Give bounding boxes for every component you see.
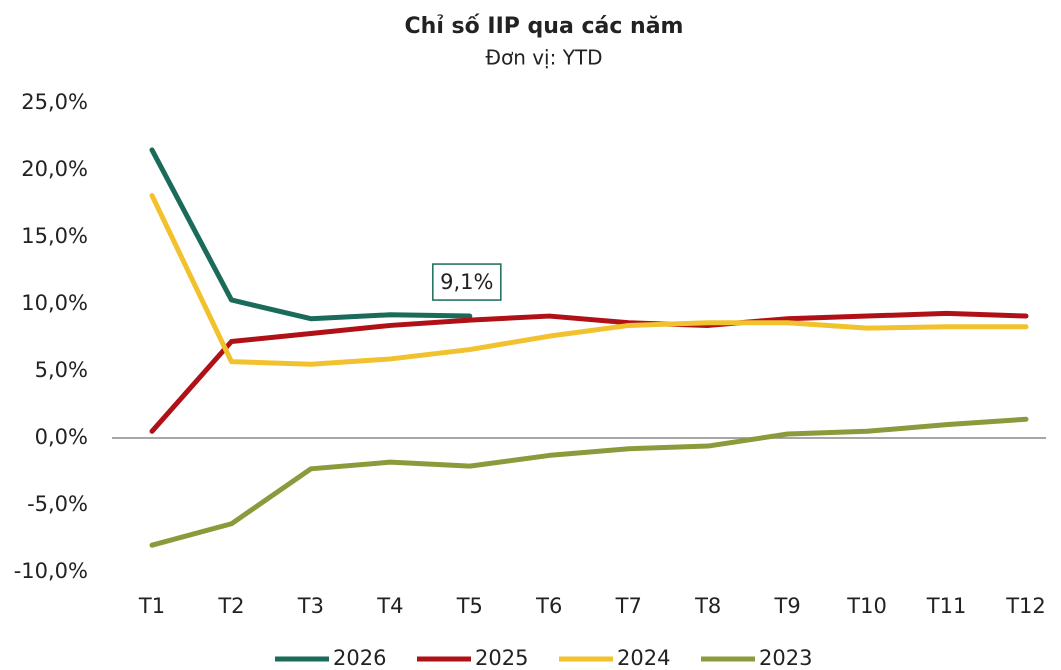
x-tick-label: T2 [217, 594, 244, 618]
x-tick-label: T3 [297, 594, 324, 618]
legend-label: 2026 [333, 646, 386, 670]
y-tick-label: -5,0% [27, 492, 88, 516]
chart-subtitle: Đơn vị: YTD [485, 46, 602, 70]
x-tick-label: T8 [694, 594, 721, 618]
x-tick-label: T7 [615, 594, 642, 618]
y-tick-label: -10,0% [14, 559, 88, 583]
series-line [149, 147, 473, 322]
y-tick-label: 10,0% [21, 291, 88, 315]
legend-label: 2024 [617, 646, 670, 670]
series-line [149, 416, 1029, 548]
x-tick-label: T9 [774, 594, 801, 618]
legend-label: 2023 [759, 646, 812, 670]
x-tick-label: T6 [535, 594, 562, 618]
x-tick-label: T11 [926, 594, 967, 618]
y-tick-label: 15,0% [21, 224, 88, 248]
x-tick-label: T1 [138, 594, 165, 618]
series-line [149, 192, 1029, 367]
y-tick-label: 25,0% [21, 90, 88, 114]
series-line [149, 310, 1029, 434]
data-label: 9,1% [440, 270, 493, 294]
x-tick-label: T5 [456, 594, 483, 618]
x-tick-label: T10 [846, 594, 887, 618]
y-tick-label: 0,0% [35, 425, 88, 449]
legend-label: 2025 [475, 646, 528, 670]
y-tick-label: 5,0% [35, 358, 88, 382]
chart-title: Chỉ số IIP qua các năm [405, 14, 684, 39]
y-tick-label: 20,0% [21, 157, 88, 181]
annotation-box [432, 263, 502, 301]
x-tick-label: T4 [376, 594, 403, 618]
x-tick-label: T12 [1005, 594, 1046, 618]
